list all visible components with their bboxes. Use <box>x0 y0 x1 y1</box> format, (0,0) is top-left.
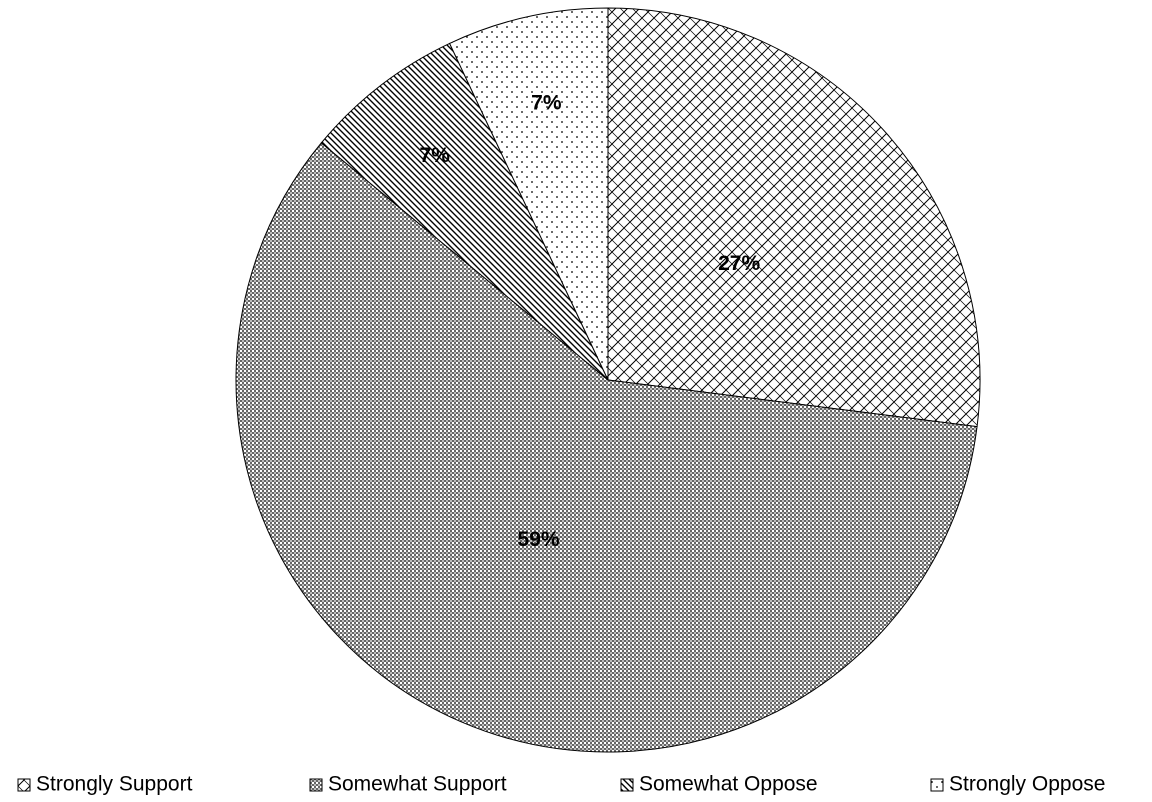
legend-swatch <box>309 778 323 792</box>
data-label: 27% <box>718 252 760 275</box>
pie-slice <box>448 7 609 381</box>
legend-swatch <box>930 778 944 792</box>
pie-slice <box>235 142 978 753</box>
data-label: 7% <box>531 92 562 115</box>
legend-swatch <box>620 778 634 792</box>
legend-label: Strongly Oppose <box>949 773 1105 796</box>
data-label: 59% <box>518 528 560 551</box>
legend-label: Somewhat Oppose <box>639 773 818 796</box>
legend-label: Strongly Support <box>36 773 193 796</box>
data-label: 7% <box>420 144 451 167</box>
legend-swatch <box>17 778 31 792</box>
pie-slice <box>320 42 609 381</box>
pie-slice <box>607 7 981 428</box>
legend-label: Somewhat Support <box>328 773 507 796</box>
